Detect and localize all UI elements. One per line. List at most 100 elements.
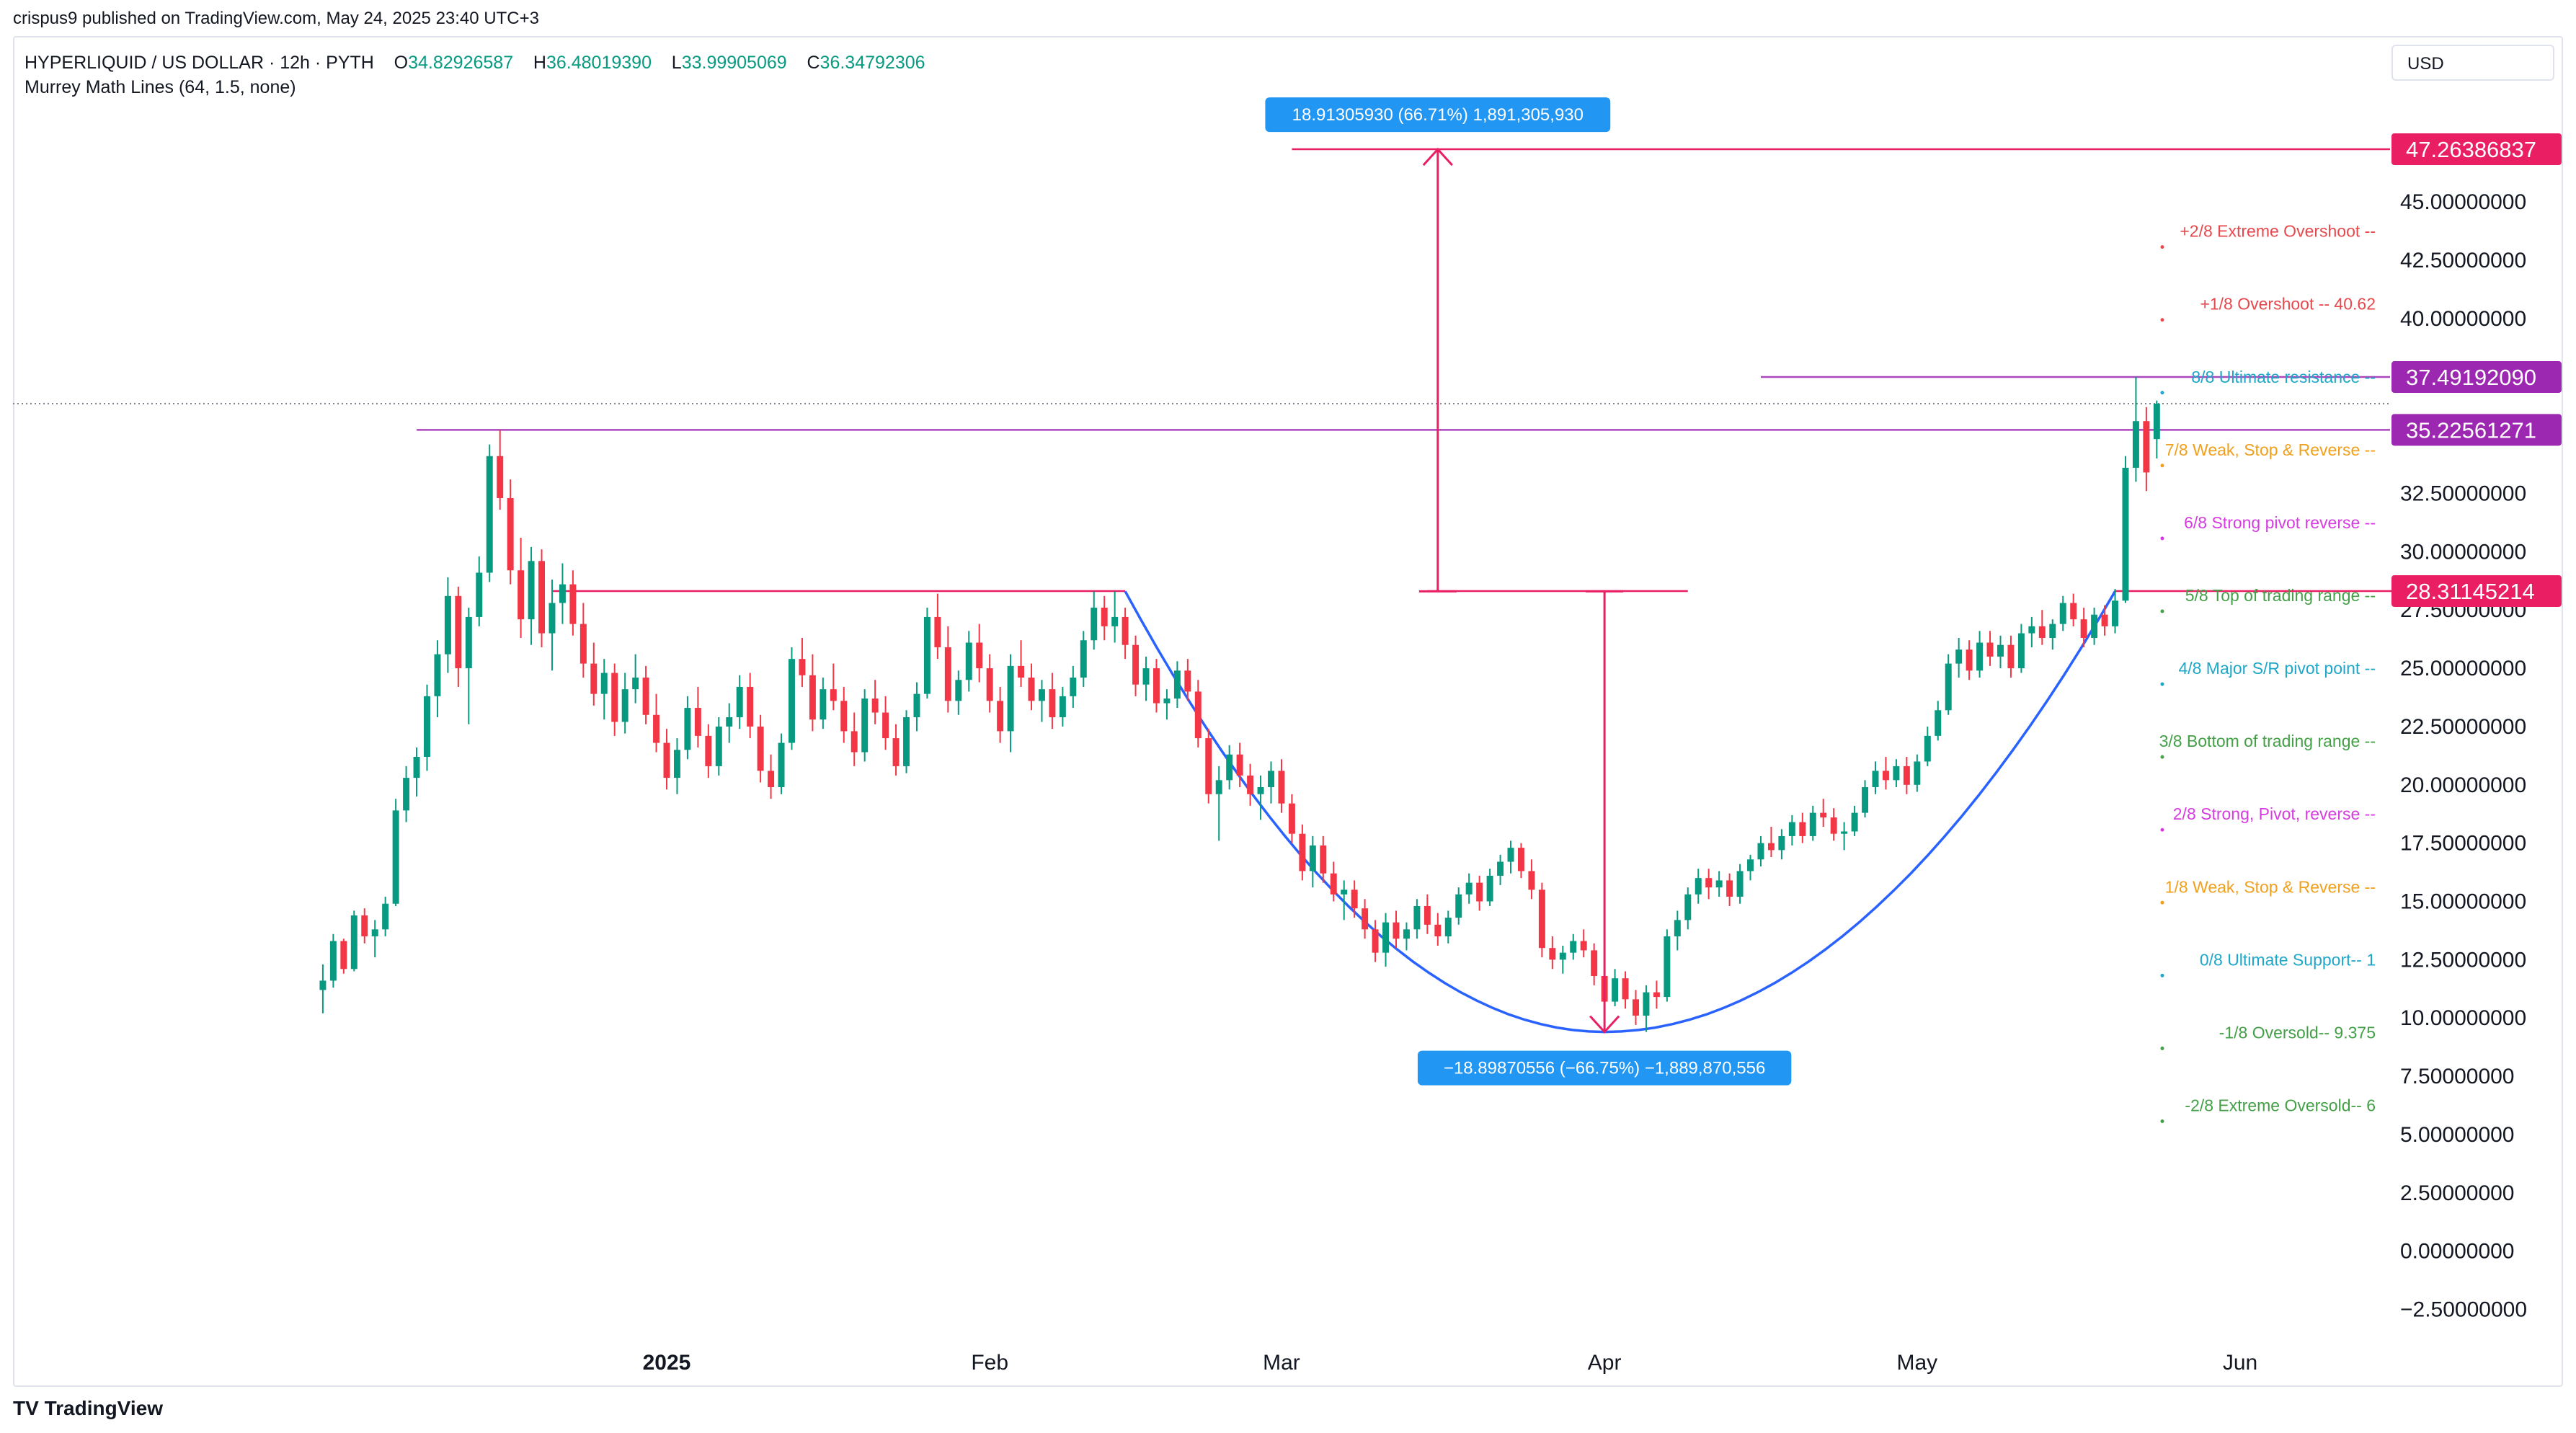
candle [1049,673,1056,729]
murrey-level-label: 6/8 Strong pivot reverse -- [2184,513,2376,532]
candle [1705,869,1713,900]
murrey-level-marker [2160,609,2164,613]
symbol-title[interactable]: HYPERLIQUID / US DOLLAR · 12h · PYTH [25,53,374,73]
candle-body [2132,421,2139,468]
candle [1070,665,1077,709]
candle-body [319,980,327,990]
candle [1184,659,1191,701]
candle-body [413,756,420,778]
candle-body [1935,710,1942,736]
candle [1517,843,1524,879]
horizontal-lines-layer [13,148,2543,593]
candle [486,444,493,582]
tradingview-brand-label: TradingView [44,1397,163,1419]
candle [1059,686,1066,727]
candle [1403,922,1410,951]
murrey-level-marker [2160,682,2164,686]
candle [1028,663,1035,711]
candle-body [361,915,368,937]
candle-body [986,668,993,701]
candle-body [1997,644,2004,657]
candle-body [1111,616,1119,626]
measure-arrowhead [1589,1015,1620,1034]
candle [1622,971,1629,1009]
candle-body [997,701,1004,732]
candle-body [1955,649,1963,664]
price-badge-label: 47.26386837 [2406,137,2536,162]
murrey-level-label: 7/8 Weak, Stop & Reverse -- [2165,440,2376,459]
candle [1851,805,1858,836]
candle-body [768,771,775,788]
candle [507,479,514,585]
candle-body [1497,861,1504,876]
candle-body [1424,905,1431,925]
candle-body [944,647,951,701]
candle [1820,799,1827,827]
candle [632,654,639,704]
candle-body [621,689,629,722]
candle [1236,742,1243,788]
currency-button[interactable]: USD [2391,45,2554,81]
candle-body [1747,859,1754,871]
murrey-level-marker [2160,900,2164,905]
candle-body [350,915,357,970]
candle-body [2038,626,2046,639]
candle-body [1080,640,1087,678]
candle [871,680,879,724]
candle-body [965,642,972,680]
tradingview-brand[interactable]: TV TradingView [13,1397,163,1420]
candle-body [1570,941,1577,953]
candle-body [1173,670,1181,699]
candle [497,430,504,510]
candle [1767,827,1775,858]
measure-up: 18.91305930 (66.71%) 1,891,305,930 [1265,97,1611,593]
candle [1080,631,1087,687]
candle-body [1653,992,1660,998]
candle-body [528,561,535,620]
candle [559,563,566,624]
candle [1882,756,1889,790]
ohlc-row: HYPERLIQUID / US DOLLAR · 12h · PYTH O34… [25,50,925,75]
candle-body [736,686,743,717]
candle-body [1476,882,1483,902]
candle-body [903,716,910,766]
low-label: L [671,53,682,73]
candle-body [1736,871,1744,897]
candle [1715,871,1723,897]
indicator-legend[interactable]: Murrey Math Lines (64, 1.5, none) [25,77,296,97]
candle [799,638,806,687]
open-label: O [394,53,409,73]
candle-body [1538,889,1545,949]
open-value: 34.82926587 [408,53,514,73]
candle-body [642,678,649,715]
candle-body [1841,831,1848,834]
candle-body [2070,603,2077,620]
murrey-level-label: 2/8 Strong, Pivot, reverse -- [2173,804,2376,823]
candle [413,747,420,797]
candle-body [830,689,837,701]
candle-body [2112,600,2118,626]
price-tick-label: 0.00000000 [2400,1240,2515,1264]
candle [1966,640,1973,680]
time-tick-label: Apr [1588,1351,1622,1375]
murrey-level-label: -2/8 Extreme Oversold-- 6 [2185,1096,2376,1114]
candle-body [1465,882,1473,895]
candle [830,663,837,711]
candle-body [934,616,941,647]
candle [528,546,535,645]
candle [820,678,827,729]
price-tick-label: 12.50000000 [2400,948,2526,972]
candle [1413,899,1421,939]
candle [569,570,577,636]
candle-body [1580,941,1587,951]
candle [548,580,556,671]
candle-body [1517,848,1524,871]
price-tick-label: 42.50000000 [2400,249,2526,272]
candle [1664,929,1671,1002]
candle [1695,869,1702,904]
candle [955,670,962,715]
candle [1507,840,1514,874]
candle [319,964,327,1013]
candle-body [789,659,795,743]
